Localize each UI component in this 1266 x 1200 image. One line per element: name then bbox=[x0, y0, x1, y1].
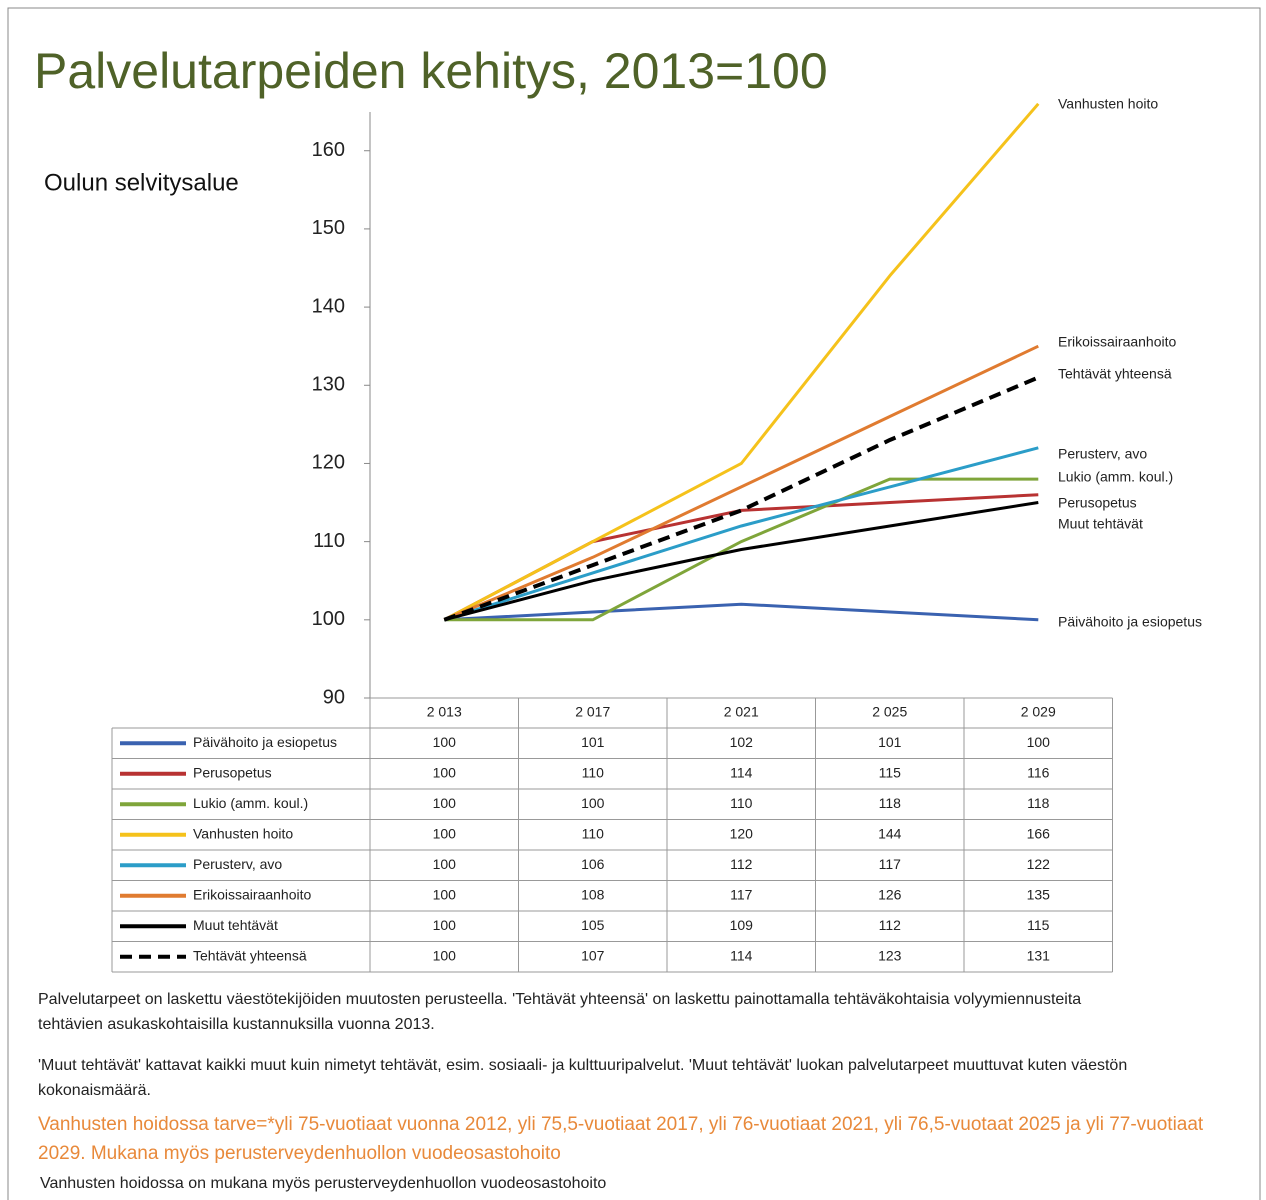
x-tick-label: 2 029 bbox=[1021, 704, 1056, 720]
table-value: 102 bbox=[730, 734, 754, 750]
table-value: 100 bbox=[433, 917, 457, 933]
table-value: 100 bbox=[433, 886, 457, 902]
table-value: 100 bbox=[1027, 734, 1051, 750]
series-label: Vanhusten hoito bbox=[1058, 96, 1158, 112]
series-line bbox=[443, 375, 1040, 622]
chart-title: Palvelutarpeiden kehitys, 2013=100 bbox=[34, 43, 828, 99]
table-value: 101 bbox=[878, 734, 902, 750]
y-tick-label: 160 bbox=[312, 139, 345, 161]
legend-label: Muut tehtävät bbox=[193, 917, 278, 933]
y-tick-label: 150 bbox=[312, 217, 345, 239]
table-value: 101 bbox=[581, 734, 605, 750]
table-value: 110 bbox=[582, 764, 605, 780]
y-tick-label: 130 bbox=[312, 374, 345, 396]
x-tick-label: 2 025 bbox=[872, 704, 907, 720]
table-value: 166 bbox=[1027, 825, 1051, 841]
series-label: Tehtävät yhteensä bbox=[1058, 366, 1172, 382]
legend-label: Erikoissairaanhoito bbox=[193, 886, 311, 902]
table-value: 105 bbox=[581, 917, 605, 933]
series-line bbox=[444, 602, 1039, 622]
series-label: Perusterv, avo bbox=[1058, 446, 1147, 462]
table-value: 120 bbox=[730, 825, 754, 841]
series-label: Päivähoito ja esiopetus bbox=[1058, 614, 1202, 630]
table-value: 107 bbox=[581, 947, 605, 963]
table-value: 110 bbox=[730, 795, 753, 811]
frame bbox=[7, 7, 1261, 1200]
y-tick-label: 140 bbox=[312, 295, 345, 317]
y-tick-label: 110 bbox=[313, 530, 345, 552]
legend-label: Vanhusten hoito bbox=[193, 825, 293, 841]
x-tick-label: 2 021 bbox=[724, 704, 759, 720]
table-value: 115 bbox=[1027, 917, 1050, 933]
table-value: 114 bbox=[730, 764, 753, 780]
y-tick-label: 120 bbox=[312, 452, 345, 474]
series-line bbox=[443, 501, 1039, 622]
table-value: 108 bbox=[581, 886, 605, 902]
table-value: 116 bbox=[1027, 764, 1050, 780]
table-value: 100 bbox=[433, 856, 457, 872]
table-value: 100 bbox=[433, 947, 457, 963]
x-tick-label: 2 013 bbox=[427, 704, 462, 720]
table-value: 144 bbox=[878, 825, 902, 841]
series-line bbox=[443, 344, 1039, 622]
table-value: 114 bbox=[730, 947, 753, 963]
table-value: 117 bbox=[730, 886, 753, 902]
legend-label: Perusterv, avo bbox=[193, 856, 282, 872]
table-value: 100 bbox=[581, 795, 605, 811]
table-value: 112 bbox=[879, 917, 902, 933]
legend-label: Tehtävät yhteensä bbox=[193, 947, 307, 963]
table-value: 112 bbox=[730, 856, 753, 872]
table-value: 100 bbox=[433, 825, 457, 841]
table-value: 110 bbox=[582, 825, 605, 841]
table-value: 118 bbox=[879, 795, 902, 811]
subtitle: Oulun selvitysalue bbox=[44, 169, 239, 196]
legend-label: Päivähoito ja esiopetus bbox=[193, 734, 337, 750]
table-value: 135 bbox=[1027, 886, 1051, 902]
x-tick-label: 2 017 bbox=[575, 704, 610, 720]
legend-label: Lukio (amm. koul.) bbox=[193, 795, 308, 811]
legend-label: Perusopetus bbox=[193, 764, 272, 780]
table-value: 123 bbox=[878, 947, 902, 963]
series-line bbox=[444, 477, 1039, 622]
table-value: 100 bbox=[433, 795, 457, 811]
note: Palvelutarpeet on laskettu väestötekijöi… bbox=[38, 991, 1082, 1033]
series-line bbox=[443, 493, 1039, 622]
table-value: 100 bbox=[433, 734, 457, 750]
series-label: Perusopetus bbox=[1058, 495, 1137, 511]
y-tick-label: 100 bbox=[312, 608, 345, 630]
series-label: Lukio (amm. koul.) bbox=[1058, 469, 1173, 485]
table-value: 100 bbox=[433, 764, 457, 780]
table-value: 117 bbox=[879, 856, 902, 872]
table-value: 131 bbox=[1027, 947, 1051, 963]
note: Vanhusten hoidossa tarve=*yli 75-vuotiaa… bbox=[38, 1114, 1204, 1164]
table-value: 109 bbox=[730, 917, 754, 933]
table-value: 115 bbox=[879, 764, 902, 780]
table-value: 122 bbox=[1027, 856, 1051, 872]
series-label: Erikoissairaanhoito bbox=[1058, 334, 1176, 350]
y-tick-label: 90 bbox=[323, 686, 345, 708]
table-value: 106 bbox=[581, 856, 605, 872]
series-line bbox=[443, 446, 1039, 622]
series-line bbox=[443, 102, 1040, 622]
table-value: 118 bbox=[1027, 795, 1050, 811]
series-label: Muut tehtävät bbox=[1058, 516, 1143, 532]
note: 'Muut tehtävät' kattavat kaikki muut kui… bbox=[38, 1057, 1128, 1099]
table-value: 126 bbox=[878, 886, 902, 902]
note: Vanhusten hoidossa on mukana myös perust… bbox=[40, 1175, 607, 1192]
